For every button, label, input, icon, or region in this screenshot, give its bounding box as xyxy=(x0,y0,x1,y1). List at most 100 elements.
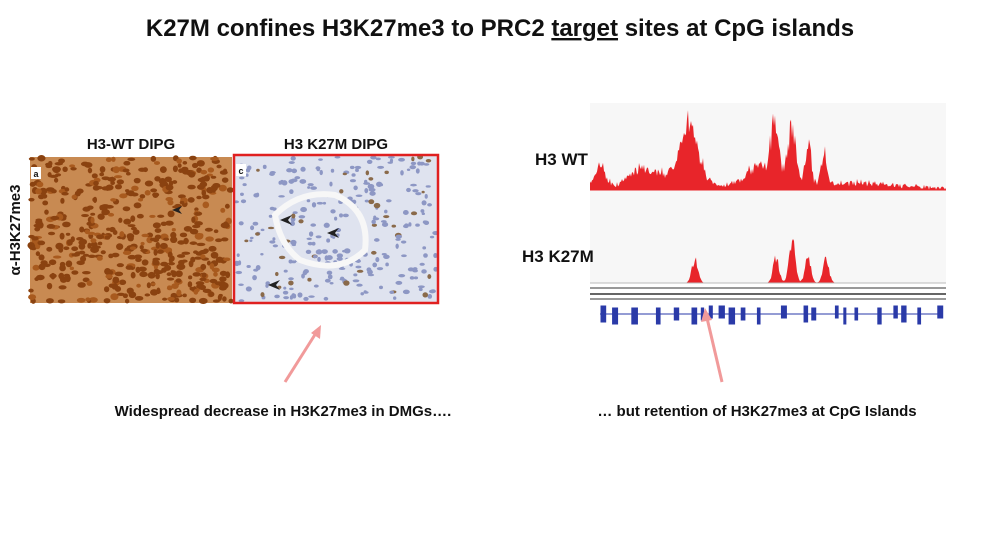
shape xyxy=(218,184,227,192)
shape xyxy=(172,165,178,173)
shape xyxy=(401,254,407,258)
shape xyxy=(164,176,172,183)
shape xyxy=(167,297,176,301)
shape xyxy=(400,240,407,244)
shape xyxy=(147,271,156,279)
shape xyxy=(141,233,149,238)
shape xyxy=(189,155,197,161)
shape xyxy=(406,187,411,193)
shape xyxy=(84,162,93,168)
shape xyxy=(353,273,358,277)
letter-box xyxy=(31,167,41,179)
shape xyxy=(176,289,182,297)
shape xyxy=(291,213,296,219)
shape xyxy=(150,155,157,162)
shape xyxy=(152,194,159,198)
shape xyxy=(917,307,922,325)
shape xyxy=(92,185,100,191)
shape xyxy=(384,170,389,175)
shape xyxy=(82,253,90,257)
shape xyxy=(139,271,148,278)
shape xyxy=(187,281,193,288)
image-heading: H3-WT DIPG xyxy=(87,136,175,153)
image-heading: H3 K27M DIPG xyxy=(284,136,388,153)
shape xyxy=(210,251,219,259)
shape xyxy=(170,236,178,244)
shape xyxy=(131,185,139,192)
track-label: H3 WT xyxy=(535,150,589,169)
shape xyxy=(71,270,79,275)
shape xyxy=(409,276,415,280)
shape xyxy=(159,242,168,250)
shape xyxy=(53,177,59,183)
shape xyxy=(198,297,208,304)
shape xyxy=(114,271,124,277)
shape xyxy=(408,222,412,227)
shape xyxy=(179,232,188,238)
shape xyxy=(111,156,116,162)
shape xyxy=(272,207,277,211)
shape xyxy=(411,156,415,162)
shape xyxy=(272,244,279,248)
shape xyxy=(430,289,436,293)
shape xyxy=(189,228,199,235)
shape xyxy=(171,283,179,290)
shape xyxy=(49,273,57,279)
shape xyxy=(110,180,116,185)
shape xyxy=(250,225,255,231)
shape xyxy=(427,274,432,279)
shape xyxy=(174,297,180,303)
shape xyxy=(373,238,380,242)
shape xyxy=(901,305,907,323)
shape xyxy=(356,283,363,287)
shape xyxy=(137,267,143,272)
shape xyxy=(175,270,183,278)
shape xyxy=(144,293,151,297)
shape xyxy=(144,190,151,196)
shape xyxy=(183,226,193,232)
shape xyxy=(139,245,144,250)
shape xyxy=(167,199,174,206)
shape xyxy=(349,179,357,183)
shape xyxy=(803,305,809,323)
shape xyxy=(99,172,105,177)
y-label: α-H3K27me3 xyxy=(7,185,24,276)
shape xyxy=(160,181,168,186)
shape xyxy=(149,214,156,218)
shape xyxy=(132,230,139,234)
shape xyxy=(403,224,409,229)
shape xyxy=(31,236,39,241)
shape xyxy=(86,280,93,286)
shape xyxy=(47,231,56,236)
shape xyxy=(288,277,294,281)
shape xyxy=(395,244,399,249)
shape xyxy=(255,232,260,236)
shape xyxy=(189,297,197,303)
shape xyxy=(52,167,61,174)
shape xyxy=(381,221,389,228)
shape xyxy=(278,195,285,198)
shape xyxy=(429,235,435,239)
shape xyxy=(35,188,42,195)
shape xyxy=(103,298,111,304)
shape xyxy=(64,187,70,192)
shape xyxy=(62,221,71,228)
shape xyxy=(35,274,45,281)
pointer-arrow xyxy=(705,317,724,383)
shape xyxy=(255,264,261,271)
shape xyxy=(224,203,230,209)
shape xyxy=(133,177,141,184)
shape xyxy=(96,255,103,261)
shape xyxy=(368,177,374,181)
shape xyxy=(278,180,282,185)
shape xyxy=(130,271,136,279)
shape xyxy=(780,305,787,319)
shape xyxy=(311,202,317,208)
shape xyxy=(433,253,438,259)
shape xyxy=(201,272,207,278)
shape xyxy=(129,246,137,250)
shape xyxy=(303,296,309,301)
track-panel xyxy=(590,103,946,283)
shape xyxy=(363,290,367,294)
shape xyxy=(51,189,57,194)
